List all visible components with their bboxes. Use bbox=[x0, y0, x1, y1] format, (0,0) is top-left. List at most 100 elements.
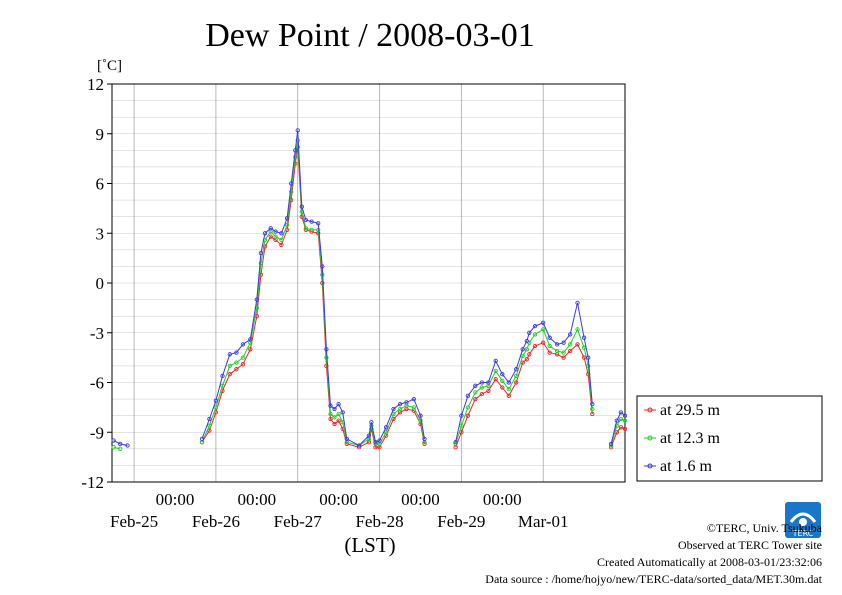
data-point bbox=[340, 410, 345, 415]
x-date-tick-label: Feb-27 bbox=[274, 512, 323, 531]
data-point bbox=[493, 377, 498, 382]
data-point bbox=[418, 413, 423, 418]
data-point bbox=[547, 350, 552, 355]
data-point bbox=[422, 436, 427, 442]
data-point bbox=[618, 416, 624, 422]
data-point bbox=[411, 396, 417, 402]
data-point bbox=[234, 360, 239, 365]
series-line bbox=[201, 146, 425, 448]
data-point bbox=[273, 234, 278, 239]
data-point bbox=[344, 436, 349, 442]
data-point bbox=[418, 418, 423, 423]
data-point bbox=[473, 383, 478, 388]
data-point bbox=[262, 231, 268, 236]
data-point bbox=[328, 416, 333, 422]
series-group bbox=[111, 128, 628, 451]
data-point bbox=[541, 320, 546, 325]
data-point bbox=[111, 445, 116, 450]
data-point bbox=[514, 367, 519, 372]
data-point bbox=[554, 342, 560, 347]
data-point bbox=[111, 438, 116, 443]
data-point bbox=[332, 415, 337, 420]
data-point bbox=[227, 372, 232, 377]
data-point bbox=[284, 216, 290, 221]
data-point bbox=[524, 338, 529, 344]
data-point bbox=[575, 300, 580, 306]
legend-swatch-marker bbox=[647, 407, 653, 413]
x-time-tick-label: 00:00 bbox=[237, 490, 276, 509]
data-point bbox=[575, 327, 580, 332]
data-point bbox=[500, 378, 505, 383]
data-point bbox=[240, 362, 246, 367]
data-point bbox=[240, 355, 246, 360]
series-2 bbox=[111, 138, 628, 451]
data-point bbox=[366, 433, 372, 438]
data-point bbox=[262, 244, 268, 249]
data-point bbox=[279, 242, 284, 248]
data-point bbox=[309, 227, 314, 233]
data-point bbox=[397, 401, 403, 407]
data-point bbox=[493, 358, 498, 364]
series-line bbox=[610, 418, 626, 446]
data-point bbox=[493, 368, 498, 374]
data-point bbox=[377, 438, 382, 443]
data-point bbox=[590, 401, 595, 407]
y-tick-label: 6 bbox=[96, 175, 105, 194]
x-date-tick-label: Mar-01 bbox=[518, 512, 569, 531]
legend-swatch-marker bbox=[647, 463, 653, 469]
data-point bbox=[524, 347, 529, 352]
copyright-text: ©TERC, Univ. Tsukuba bbox=[706, 521, 822, 535]
data-point bbox=[514, 380, 519, 385]
data-point bbox=[299, 204, 304, 209]
data-point bbox=[369, 420, 374, 425]
data-point bbox=[234, 367, 239, 372]
y-tick-labels: -12 -9 -6 -3 0 3 6 9 12 bbox=[81, 75, 112, 492]
data-point bbox=[473, 390, 478, 395]
data-point bbox=[404, 400, 409, 405]
data-point bbox=[506, 380, 511, 385]
observed-text: Observed at TERC Tower site bbox=[677, 538, 822, 552]
data-point bbox=[614, 418, 619, 423]
data-point bbox=[279, 231, 284, 236]
data-point bbox=[532, 323, 538, 329]
data-point bbox=[568, 332, 573, 337]
series-line bbox=[455, 342, 593, 448]
data-point bbox=[541, 327, 546, 332]
data-point bbox=[227, 352, 232, 357]
legend: at 29.5 m at 12.3 m at 1.6 m bbox=[636, 395, 823, 482]
data-point bbox=[608, 441, 614, 447]
data-point bbox=[213, 405, 219, 410]
data-point bbox=[258, 260, 264, 266]
data-point bbox=[391, 406, 396, 412]
data-point bbox=[303, 226, 309, 231]
data-point bbox=[284, 222, 290, 228]
data-point bbox=[618, 410, 624, 415]
data-point bbox=[622, 418, 628, 423]
x-time-tick-label: 00:00 bbox=[483, 490, 522, 509]
legend-box bbox=[636, 395, 823, 482]
data-point bbox=[453, 440, 458, 445]
data-point bbox=[332, 421, 337, 427]
data-point bbox=[220, 383, 225, 388]
data-point bbox=[465, 405, 471, 410]
data-point bbox=[258, 250, 264, 256]
data-point bbox=[118, 446, 123, 451]
data-point bbox=[289, 189, 294, 194]
data-point bbox=[279, 237, 284, 243]
data-point bbox=[524, 357, 529, 362]
data-point bbox=[336, 418, 341, 423]
data-point bbox=[316, 221, 321, 226]
data-point bbox=[248, 347, 253, 352]
data-point bbox=[622, 413, 628, 418]
data-point bbox=[303, 217, 309, 223]
data-point bbox=[213, 398, 219, 403]
data-point bbox=[581, 355, 587, 360]
data-point bbox=[248, 337, 253, 342]
series-line bbox=[113, 446, 121, 450]
y-axis-unit-label: [˚C] bbox=[97, 58, 122, 74]
data-point bbox=[575, 342, 580, 347]
data-point bbox=[586, 363, 591, 369]
y-tick-label: -12 bbox=[81, 473, 104, 492]
data-point bbox=[532, 332, 538, 337]
